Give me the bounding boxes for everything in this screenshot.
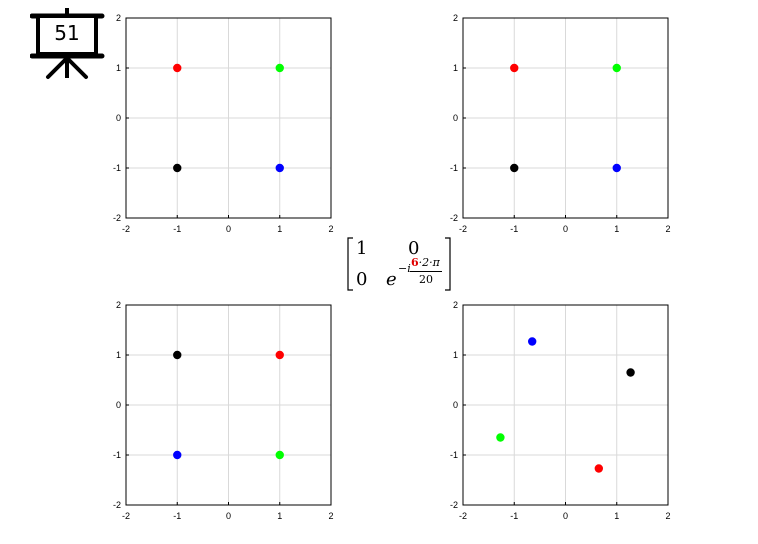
y-tick-label: 2 <box>453 13 458 23</box>
y-tick-label: -2 <box>450 500 458 510</box>
scatter-plot-2: -2 -1 0 1 2 -2 -1 0 1 2 <box>450 13 671 234</box>
y-tick-label: 0 <box>453 113 458 123</box>
y-tick-label: 2 <box>116 300 121 310</box>
presentation-board-icon <box>30 8 105 79</box>
slide-number: 51 <box>54 21 80 45</box>
y-tick-label: -2 <box>450 213 458 223</box>
data-point <box>594 464 604 473</box>
y-tick-label: -1 <box>450 450 458 460</box>
x-tick-label: 0 <box>563 511 568 521</box>
matrix-exp-base: e <box>386 269 397 290</box>
y-tick-label: -1 <box>450 163 458 173</box>
y-tick-label: 1 <box>453 63 458 73</box>
x-tick-label: 2 <box>328 224 333 234</box>
y-tick-label: 0 <box>116 113 121 123</box>
data-point <box>173 163 182 173</box>
y-tick-label: 0 <box>453 400 458 410</box>
exp-highlight: 6 <box>411 256 419 269</box>
matrix-brackets <box>347 237 451 291</box>
scatter-plot-3: -2 -1 0 1 2 -2 -1 0 1 2 <box>113 300 334 521</box>
matrix-exp-prefix: −i <box>398 262 411 275</box>
y-tick-label: 2 <box>453 300 458 310</box>
fraction-bar <box>410 271 442 272</box>
y-tick-label: -2 <box>113 500 121 510</box>
data-point <box>275 450 284 460</box>
y-tick-label: 0 <box>116 400 121 410</box>
rotation-matrix: 1 0 0 e −i 6·2·π 20 <box>346 236 452 292</box>
matrix-a21: 0 <box>356 269 368 290</box>
data-point <box>173 450 182 460</box>
x-tick-label: 2 <box>665 224 670 234</box>
x-tick-label: -1 <box>510 511 518 521</box>
x-tick-label: 0 <box>563 224 568 234</box>
x-tick-label: 1 <box>277 511 282 521</box>
data-point <box>510 163 519 173</box>
x-tick-label: -2 <box>122 511 130 521</box>
x-tick-label: 2 <box>328 511 333 521</box>
x-tick-label: 1 <box>614 511 619 521</box>
x-tick-label: 1 <box>614 224 619 234</box>
data-point <box>173 350 182 360</box>
data-point <box>275 163 284 173</box>
data-point <box>527 337 537 346</box>
x-tick-label: -1 <box>510 224 518 234</box>
x-tick-label: -1 <box>173 511 181 521</box>
y-tick-label: 1 <box>116 63 121 73</box>
data-point <box>612 163 621 173</box>
y-tick-label: -1 <box>113 450 121 460</box>
data-point <box>275 350 284 360</box>
x-tick-label: -2 <box>122 224 130 234</box>
y-tick-label: -2 <box>113 213 121 223</box>
matrix-a11: 1 <box>356 238 368 259</box>
data-point <box>275 63 284 73</box>
scatter-plot-1: -2 -1 0 1 2 -2 -1 0 1 2 <box>113 13 334 234</box>
data-point <box>496 433 505 442</box>
x-tick-label: 0 <box>226 511 231 521</box>
y-tick-label: 2 <box>116 13 121 23</box>
x-tick-label: 2 <box>665 511 670 521</box>
y-tick-label: 1 <box>453 350 458 360</box>
matrix-a12: 0 <box>408 238 420 259</box>
scatter-plot-4: -2 -1 0 1 2 -2 -1 0 1 2 <box>450 300 671 521</box>
x-tick-label: -2 <box>459 224 467 234</box>
data-point <box>612 63 621 73</box>
matrix-exp-denominator: 20 <box>419 273 433 286</box>
data-point <box>626 368 635 377</box>
exp-rest: ·2·π <box>418 256 440 269</box>
y-tick-label: -1 <box>113 163 121 173</box>
data-point <box>510 63 519 73</box>
y-tick-label: 1 <box>116 350 121 360</box>
x-tick-label: 0 <box>226 224 231 234</box>
x-tick-label: -1 <box>173 224 181 234</box>
matrix-exp-numerator: 6·2·π <box>411 256 440 269</box>
x-tick-label: 1 <box>277 224 282 234</box>
data-point <box>173 63 182 73</box>
x-tick-label: -2 <box>459 511 467 521</box>
